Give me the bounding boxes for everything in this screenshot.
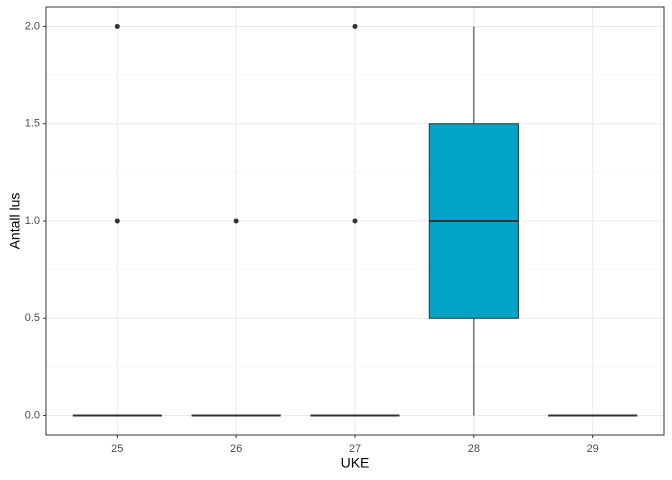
x-tick-label: 27	[349, 443, 361, 455]
y-tick-label: 2.0	[25, 20, 40, 32]
outlier	[352, 23, 358, 29]
outlier	[233, 218, 239, 224]
outlier	[352, 218, 358, 224]
x-tick-label: 26	[230, 443, 242, 455]
x-tick-label: 28	[468, 443, 480, 455]
y-tick-label: 0.0	[25, 409, 40, 421]
x-tick-label: 25	[111, 443, 123, 455]
y-axis-title: Antall lus	[7, 193, 23, 250]
y-tick-label: 0.5	[25, 312, 40, 324]
y-tick-label: 1.0	[25, 215, 40, 227]
outlier	[114, 218, 120, 224]
x-axis-title: UKE	[341, 455, 370, 471]
y-tick-label: 1.5	[25, 118, 40, 130]
x-tick-label: 29	[587, 443, 599, 455]
outlier	[114, 23, 120, 29]
panel-border	[45, 6, 665, 436]
